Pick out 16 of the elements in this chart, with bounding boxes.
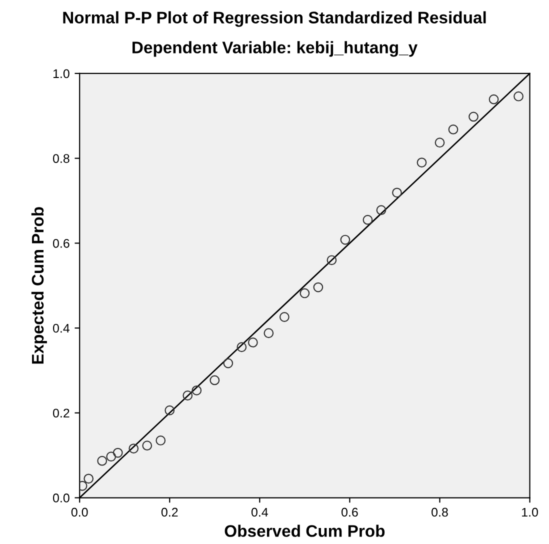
chart-subtitle: Dependent Variable: kebij_hutang_y	[132, 41, 418, 57]
x-tick-label: 0.0	[71, 508, 88, 517]
x-tick-label: 0.4	[251, 508, 268, 517]
x-axis-title: Observed Cum Prob	[224, 524, 385, 537]
y-tick-label: 1.0	[53, 69, 70, 78]
y-tick-label: 0.2	[52, 408, 70, 418]
x-tick-label: 0.6	[342, 508, 358, 517]
y-axis-title: Expected Cum Prob	[31, 207, 47, 364]
x-tick-label: 1.0	[522, 508, 538, 517]
chart-title: Normal P-P Plot of Regression Standardized Residual	[63, 11, 486, 27]
y-tick-label: 0.8	[52, 154, 70, 163]
y-tick-label: 0.6	[52, 238, 70, 248]
x-tick-label: 0.8	[432, 508, 448, 517]
y-tick-label: 0.4	[52, 324, 70, 333]
x-tick-label: 0.2	[161, 508, 178, 517]
y-tick-label: 0.0	[52, 494, 70, 502]
